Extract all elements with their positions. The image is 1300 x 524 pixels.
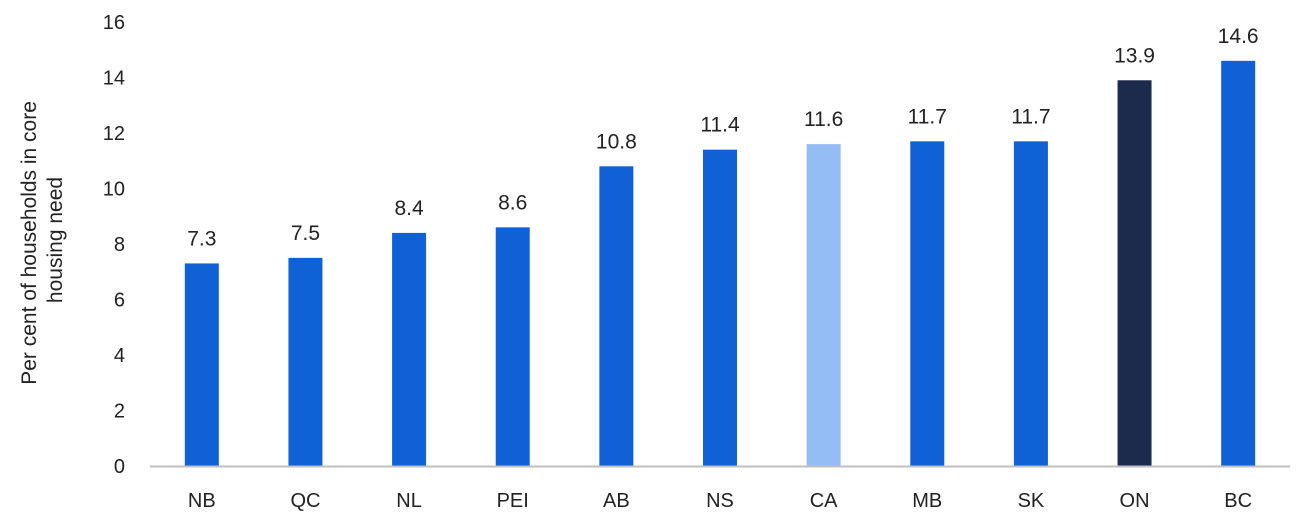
bar-nl — [392, 232, 427, 466]
y-tick-label: 0 — [114, 456, 125, 478]
x-tick-label-ca: CA — [810, 490, 838, 512]
x-tick-label-nl: NL — [396, 490, 422, 512]
data-label-nl: 8.4 — [394, 197, 424, 220]
x-tick-label-bc: BC — [1224, 490, 1252, 512]
x-tick-label-pei: PEI — [497, 490, 529, 512]
bar-ab — [599, 166, 634, 467]
y-tick-label: 8 — [114, 234, 125, 256]
y-axis-ticks: 0 2 4 6 8 10 12 14 16 — [103, 12, 125, 478]
y-tick-label: 14 — [103, 68, 125, 90]
bar-mb — [910, 141, 945, 466]
x-tick-label-ns: NS — [706, 490, 734, 512]
y-tick-label: 10 — [103, 179, 125, 201]
bar-on — [1117, 80, 1152, 467]
x-tick-label-sk: SK — [1018, 490, 1045, 512]
bar-qc — [288, 257, 323, 466]
data-label-nb: 7.3 — [187, 227, 216, 250]
bar-nb — [184, 263, 219, 466]
y-tick-label: 6 — [114, 290, 125, 312]
data-labels: 7.3 7.5 8.4 8.6 10.8 11.4 11.6 11.7 11.7 13.9 14.6 — [187, 25, 1258, 251]
x-tick-label-ab: AB — [603, 490, 630, 512]
bar-ns — [703, 149, 737, 466]
bar-pei — [495, 227, 530, 466]
bar-ca — [806, 144, 841, 466]
bar-sk — [1013, 141, 1048, 466]
y-tick-label: 16 — [103, 12, 125, 34]
data-label-ab: 10.8 — [596, 130, 637, 153]
data-label-on: 13.9 — [1114, 44, 1155, 67]
x-tick-label-qc: QC — [290, 490, 320, 512]
y-tick-label: 4 — [114, 345, 125, 367]
y-tick-label: 12 — [103, 123, 125, 145]
data-label-qc: 7.5 — [291, 222, 320, 245]
data-label-ns: 11.4 — [700, 114, 740, 137]
x-tick-label-mb: MB — [912, 490, 942, 512]
data-label-ca: 11.6 — [804, 108, 843, 131]
y-axis-title: Per cent of households in core housing n… — [18, 95, 67, 385]
bars — [184, 60, 1256, 467]
y-axis-title-line-2: housing need — [44, 177, 67, 303]
x-tick-label-nb: NB — [188, 490, 216, 512]
x-axis-labels: NB QC NL PEI AB NS CA MB SK ON BC — [188, 490, 1252, 512]
data-label-sk: 11.7 — [1011, 105, 1050, 128]
y-tick-label: 2 — [114, 401, 125, 423]
y-axis-title-line-1: Per cent of households in core — [18, 101, 41, 385]
bar-bc — [1221, 60, 1256, 466]
data-label-bc: 14.6 — [1218, 25, 1259, 48]
data-label-mb: 11.7 — [908, 105, 947, 128]
x-tick-label-on: ON — [1120, 490, 1150, 512]
data-label-pei: 8.6 — [498, 191, 527, 214]
